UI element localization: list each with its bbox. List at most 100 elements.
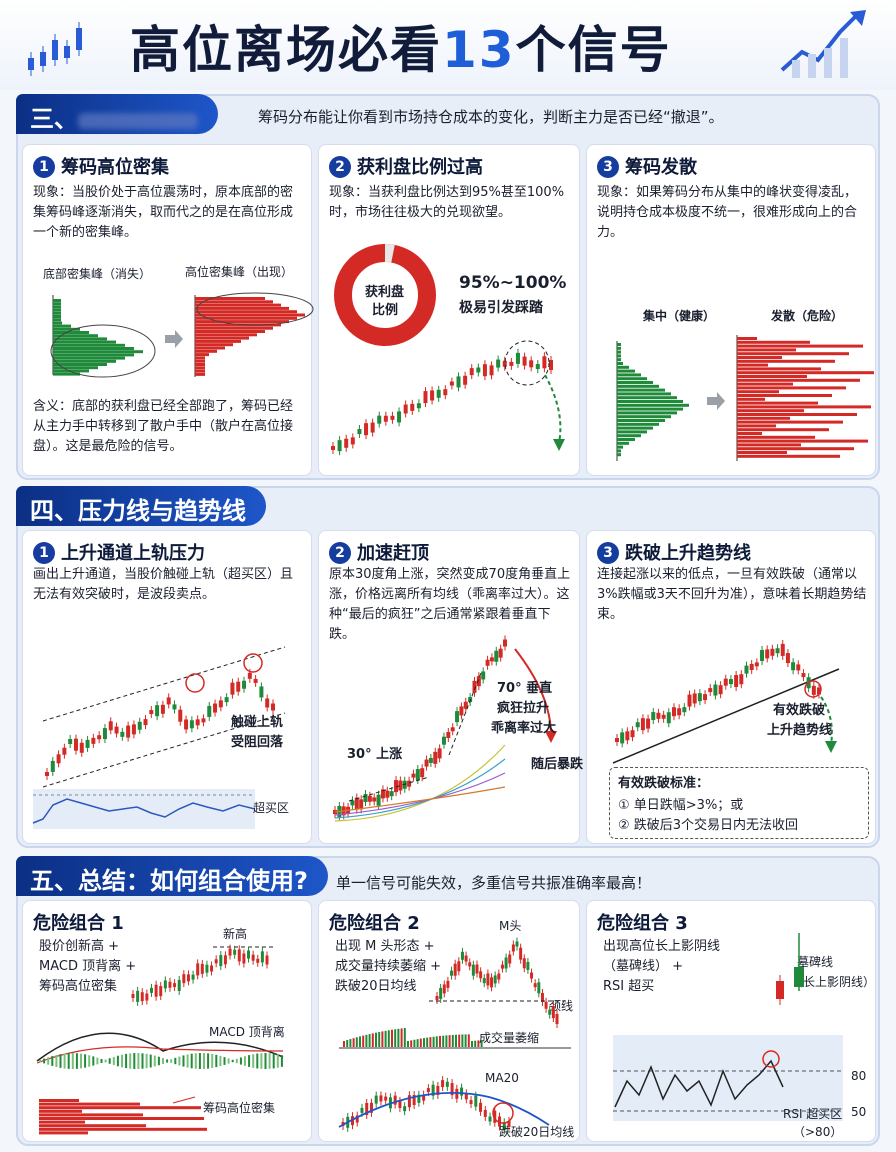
candle	[630, 730, 635, 738]
candle	[265, 955, 269, 965]
volume-bar	[432, 1036, 435, 1047]
volume-bar	[346, 1040, 349, 1047]
chip-bar-red	[737, 443, 801, 447]
chip-bar-green	[617, 354, 621, 358]
macd-bar	[272, 1053, 275, 1069]
chip-bar-red	[737, 337, 757, 340]
macd-bar	[67, 1053, 70, 1069]
percent-note: 极易引发踩踏	[459, 300, 543, 316]
candle	[213, 703, 218, 713]
candle	[723, 678, 728, 686]
description-text: 画出上升通道，当股价触碰上轨（超买区）且无法有效突破时，是波段卖点。	[33, 567, 294, 602]
card-chip-high-concentration: 1 筹码高位密集 现象：当股价处于高位震荡时，原本底部的密集筹码峰逐渐消失，取而代…	[22, 144, 314, 476]
macd-bar	[145, 1053, 148, 1069]
volume-bar	[448, 1035, 451, 1047]
macd-bar	[125, 1053, 128, 1069]
candle	[380, 789, 385, 799]
candle	[481, 671, 486, 680]
macd-bar	[75, 1053, 78, 1069]
card-title: 3 跌破上升趋势线	[597, 539, 751, 565]
candle	[441, 736, 446, 745]
candle	[817, 687, 821, 695]
candle	[620, 732, 625, 744]
candle	[379, 1095, 383, 1102]
chip-bar-green	[617, 384, 659, 388]
candle	[443, 389, 448, 396]
macd-bar	[47, 1057, 50, 1065]
down-arrow	[820, 696, 833, 746]
chip-bar-red	[195, 353, 209, 357]
card-combo-3: 危险组合 3 出现高位长上影阴线 （墓碑线） + RSI 超买 墓碑线 （长上影…	[586, 900, 876, 1142]
candle	[265, 698, 270, 708]
chip-bar-red	[737, 340, 810, 344]
combo-item: RSI 超买	[603, 979, 655, 994]
chip-bar-red	[737, 409, 804, 413]
candle	[450, 727, 455, 732]
candle	[114, 726, 119, 734]
chip-bar-red	[737, 413, 857, 416]
chip-bar-green	[53, 321, 62, 325]
chip-bar-red	[737, 451, 787, 454]
candle	[97, 735, 102, 740]
macd-bar	[133, 1053, 136, 1069]
chip-bar-red	[737, 375, 807, 378]
candle	[433, 751, 438, 764]
candle	[497, 973, 501, 980]
macd-label: MACD 顶背离	[209, 1025, 285, 1039]
description-text: 原本30度角上涨，突然变成70度角垂直上涨，价格远离所有均线（乖离率过大）。这种…	[329, 567, 571, 642]
volume-bar	[455, 1034, 457, 1047]
chip-bar-red	[195, 316, 297, 320]
chip-bar-green	[53, 311, 61, 315]
candle	[195, 719, 200, 726]
chip-bar-red	[39, 1120, 85, 1124]
candle	[412, 1095, 416, 1105]
angle-70-line	[448, 672, 482, 756]
candle	[219, 955, 223, 967]
candle	[247, 950, 251, 959]
macd-bar	[80, 1053, 82, 1069]
macd-bar	[211, 1054, 214, 1068]
angle-70-label: 70° 垂直	[497, 681, 553, 696]
candle	[45, 772, 49, 776]
candle	[344, 438, 349, 448]
candle	[656, 712, 661, 719]
candle	[131, 994, 135, 998]
trendline	[612, 668, 840, 764]
volume-bar	[394, 1029, 397, 1047]
volume-bar	[359, 1036, 361, 1047]
macd-bar	[198, 1053, 201, 1069]
chip-bar-green	[53, 359, 116, 363]
candle	[482, 978, 486, 984]
arrow-icon	[165, 330, 183, 348]
candle	[428, 757, 433, 763]
chips-label: 筹码高位密集	[203, 1101, 276, 1115]
candle	[350, 800, 355, 806]
combo-item: （墓碑线） +	[603, 959, 684, 974]
candle	[383, 415, 388, 422]
section-tag: 三、	[16, 94, 218, 134]
candle	[661, 714, 666, 719]
criteria-item: ① 单日跌幅>3%；或	[618, 798, 744, 813]
candle	[403, 404, 408, 414]
crash-arrow	[514, 648, 552, 736]
break-criteria-box: 有效跌破标准： ① 单日跌幅>3%；或 ② 跌破后3个交易日内无法收回	[609, 767, 869, 839]
macd-bar	[157, 1056, 160, 1066]
macd-bar	[231, 1059, 234, 1063]
chip-bar-red	[737, 386, 846, 390]
overbought-indicator	[32, 789, 256, 829]
macd-bar	[121, 1054, 123, 1068]
chip-bar-green	[617, 343, 621, 346]
section-description: 筹码分布能让你看到市场持仓成本的变化，判断主力是否已经“撤退”。	[258, 108, 724, 126]
macd-bar	[252, 1054, 255, 1068]
candle	[535, 364, 540, 370]
candle	[73, 738, 78, 751]
chip-bar-green	[617, 369, 635, 373]
candle	[542, 356, 547, 369]
macd-bar	[182, 1055, 185, 1067]
macd-bar	[137, 1053, 140, 1069]
candle	[398, 1100, 402, 1108]
phenomenon-text: 现象：当股价处于高位震荡时，原本底部的密集筹码峰逐渐消失，取而代之的是在高位形成…	[33, 185, 294, 240]
highlight-circle	[196, 292, 314, 326]
chip-bar-green	[617, 422, 659, 426]
candle	[364, 423, 369, 436]
